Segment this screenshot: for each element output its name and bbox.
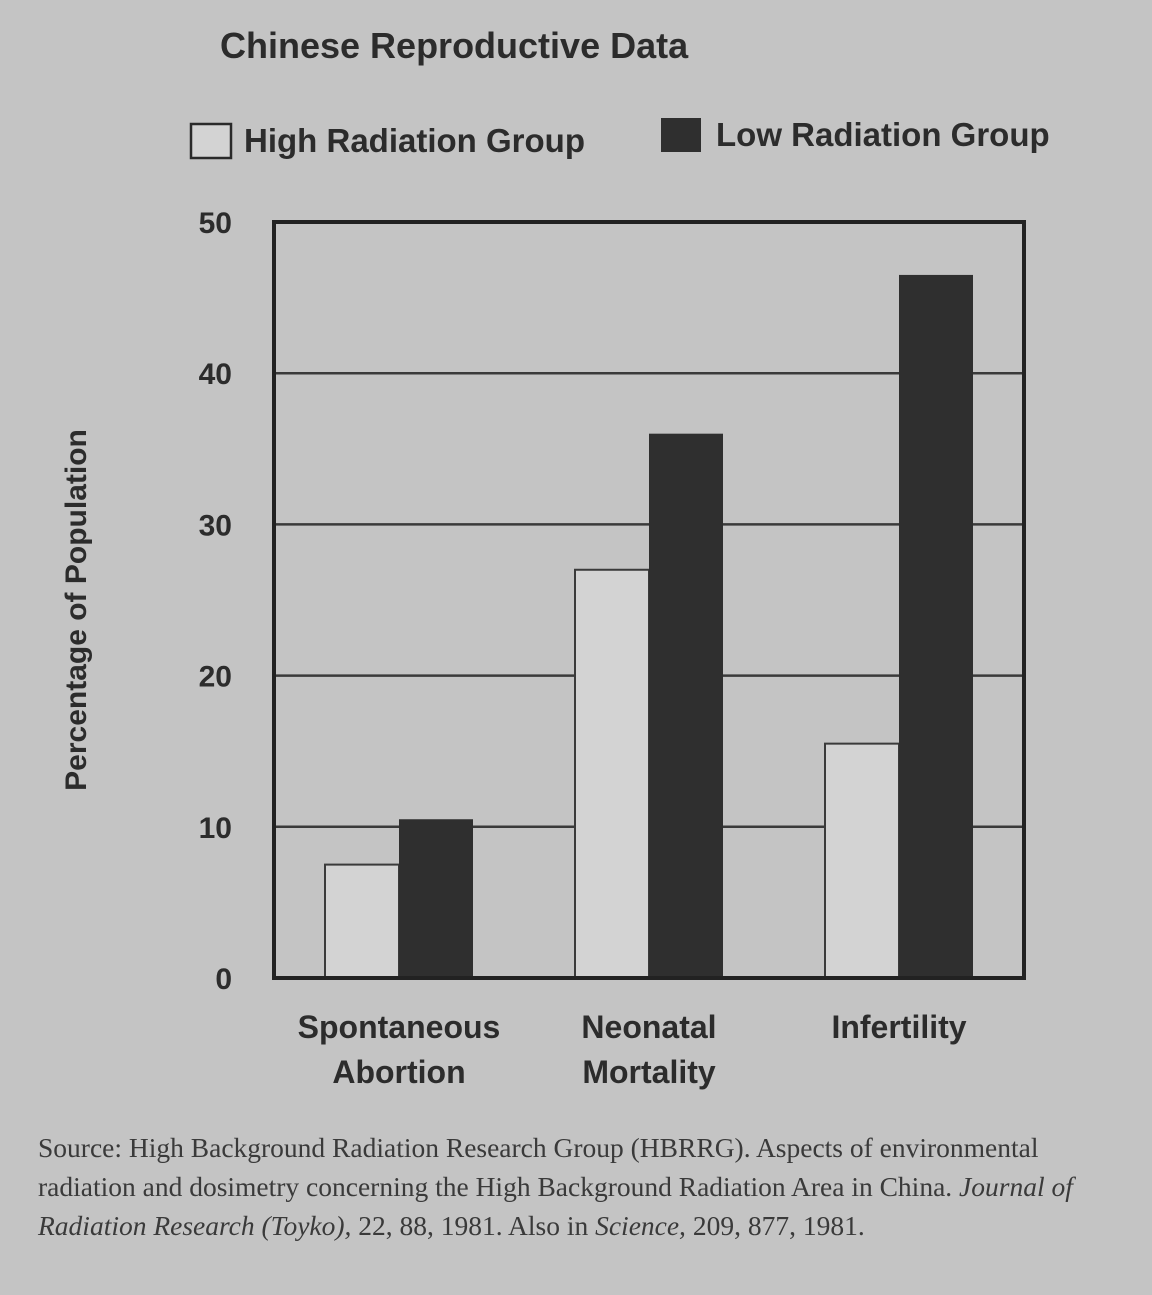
legend-label-low: Low Radiation Group xyxy=(716,116,1050,153)
bar-high-radiation-1 xyxy=(574,568,650,979)
category-label-1-1: Mortality xyxy=(582,1054,716,1090)
category-label-0-0: Spontaneous xyxy=(298,1009,501,1045)
bar-low-radiation-0 xyxy=(399,819,473,978)
source-note: Source: High Background Radiation Resear… xyxy=(38,1128,1123,1245)
chart-title: Chinese Reproductive Data xyxy=(220,25,689,66)
y-tick-label-20: 20 xyxy=(199,661,232,694)
y-tick-label-50: 50 xyxy=(199,207,232,240)
category-label-2-0: Infertility xyxy=(831,1009,966,1045)
source-text: High Background Radiation Research Group… xyxy=(38,1132,1039,1202)
legend-label-high: High Radiation Group xyxy=(244,122,585,159)
y-tick-label-0: 0 xyxy=(215,963,232,996)
source-journal-science: Science, xyxy=(595,1210,686,1241)
source-journal: Journal of Radiation Research (Toyko), xyxy=(38,1171,1073,1241)
plot-frame xyxy=(272,220,1026,980)
bar-low-radiation-2 xyxy=(899,274,973,978)
bar-chart: Chinese Reproductive Data High Radiation … xyxy=(60,25,1050,1090)
y-axis-label: Percentage of Population xyxy=(60,429,93,791)
y-tick-label-40: 40 xyxy=(199,358,232,391)
bar-high-radiation-2 xyxy=(824,742,900,980)
legend-swatch-low xyxy=(661,118,701,152)
category-label-1-0: Neonatal xyxy=(581,1009,716,1045)
y-tick-label-30: 30 xyxy=(199,509,232,542)
bar-low-radiation-1 xyxy=(649,433,723,978)
source-details: 22, 88, 1981. Also in xyxy=(358,1210,589,1241)
source-details-science: 209, 877, 1981. xyxy=(692,1210,865,1241)
category-label-0-1: Abortion xyxy=(332,1054,465,1090)
bar-high-radiation-0 xyxy=(324,863,400,979)
source-label: Source: xyxy=(38,1132,123,1163)
legend-swatch-high xyxy=(189,122,233,160)
y-tick-label-10: 10 xyxy=(199,812,232,845)
